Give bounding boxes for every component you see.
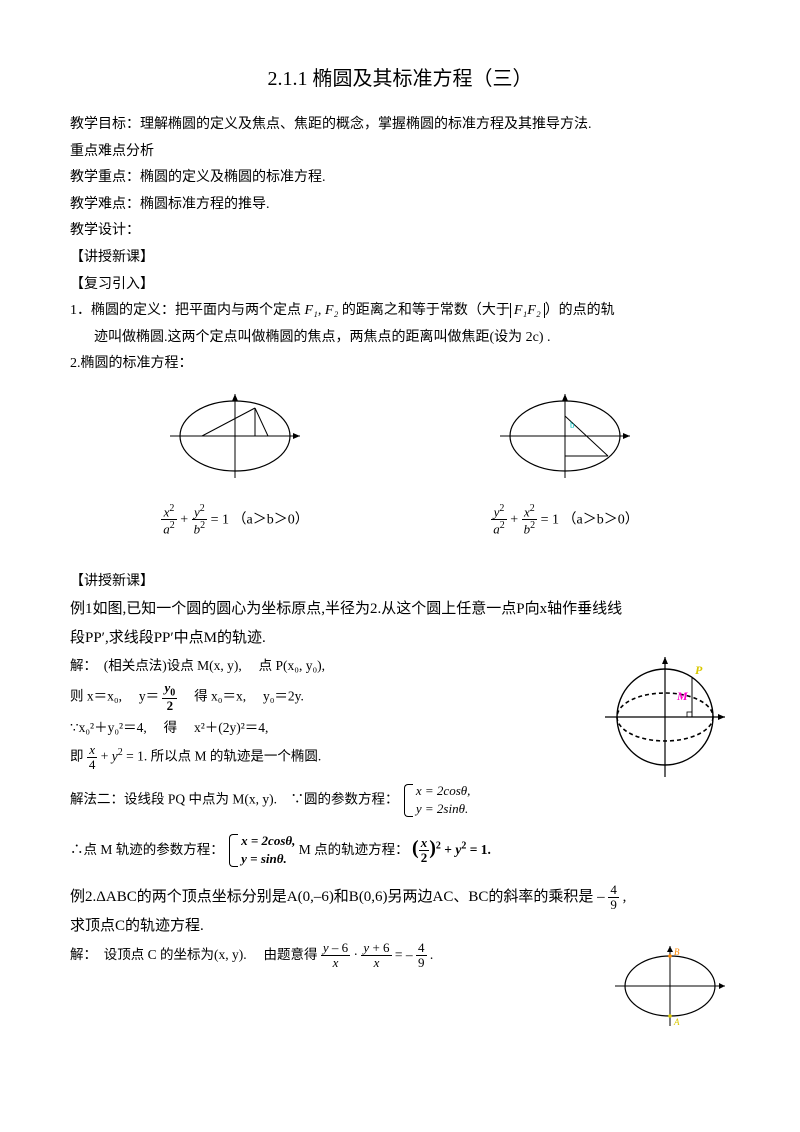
example2-line1: 例2.ΔABC的两个顶点坐标分别是A(0,–6)和B(0,6)另两边AC、BC的… (70, 883, 730, 913)
example1-line2: 段PP′,求线段PP′中点M的轨迹. (70, 624, 730, 653)
def-text-b: 的距离之和等于常数（大于 (338, 303, 510, 318)
equation-1: x2a2 + y2b2 = 1 （a＞b＞0） (161, 503, 309, 537)
objectives: 教学目标：理解椭圆的定义及焦点、焦距的概念，掌握椭圆的标准方程及其推导方法. (70, 112, 730, 139)
traj-eq: (x2)2 + y2 = 1. (412, 842, 491, 857)
sol1-l4a: 即 (70, 748, 84, 763)
brace2-row1: x = 2cosθ, (241, 832, 295, 850)
definition-line1: 1．椭圆的定义：把平面内与两个定点 F₁, F₂ 的距离之和等于常数（大于F₁F… (70, 298, 730, 325)
page-content: 2.1.1 椭圆及其标准方程（三） 教学目标：理解椭圆的定义及焦点、焦距的概念，… (0, 0, 800, 1081)
sol2-l2b: M 点的轨迹方程： (299, 842, 409, 857)
svg-text:P: P (695, 663, 703, 677)
lecture-header-2: 【讲授新课】 (70, 569, 730, 596)
figure-row: b (70, 386, 730, 497)
svg-text:b: b (570, 420, 575, 430)
eq2-suffix: （a＞b＞0） (563, 512, 639, 527)
sol1-l4b: . 所以点 M 的轨迹是一个椭圆. (144, 748, 321, 763)
def-text-c: ）的点的轨 (545, 303, 615, 318)
ellipse-horiz-svg (160, 386, 310, 486)
brace1-row2: y = 2sinθ. (416, 800, 471, 818)
eq1-suffix: （a＞b＞0） (233, 512, 309, 527)
figure-4: B A (610, 941, 730, 1042)
def-abs-ff: F₁F₂ (510, 303, 545, 318)
brace1-row1: x = 2cosθ, (416, 782, 471, 800)
def-f1f2: F₁, F₂ (305, 303, 339, 318)
param-brace-1: x = 2cosθ, y = 2sinθ. (402, 782, 471, 818)
equation-2: y2a2 + x2b2 = 1 （a＞b＞0） (491, 503, 639, 537)
std-eq-header: 2.椭圆的标准方程： (70, 351, 730, 378)
sol1-l2b: 得 x₀＝x, y₀＝2y. (181, 688, 304, 703)
svg-text:A: A (673, 1017, 680, 1027)
svg-text:M: M (676, 689, 688, 703)
svg-text:B: B (674, 947, 680, 957)
page-title: 2.1.1 椭圆及其标准方程（三） (70, 60, 730, 98)
lecture-header: 【讲授新课】 (70, 245, 730, 272)
example2-line2: 求顶点C的轨迹方程. (70, 912, 730, 941)
figure-1 (160, 386, 310, 497)
sol2-l2a: ∴点 M 轨迹的参数方程： (70, 842, 224, 857)
sol1-l2a: 则 x＝x₀, y＝ (70, 688, 162, 703)
ellipse-vert-svg: b (490, 386, 640, 486)
difficult-point: 教学难点：椭圆标准方程的推导. (70, 192, 730, 219)
key-point: 教学重点：椭圆的定义及椭圆的标准方程. (70, 165, 730, 192)
circle-ellipse-svg: P M (600, 652, 730, 782)
analysis-header: 重点难点分析 (70, 139, 730, 166)
sol2-l1a: 解法二：设线段 PQ 中点为 M(x, y). ∵圆的参数方程： (70, 791, 399, 806)
brace2-row2: y = sinθ. (241, 850, 295, 868)
equation-row: x2a2 + y2b2 = 1 （a＞b＞0） y2a2 + x2b2 = 1 … (70, 503, 730, 537)
ex2-text-a: 例2.ΔABC的两个顶点坐标分别是A(0,–6)和B(0,6)另两边AC、BC的… (70, 889, 593, 905)
figure-3: P M (600, 652, 730, 793)
def-text-a: 1．椭圆的定义：把平面内与两个定点 (70, 303, 305, 318)
sol2-l2: ∴点 M 轨迹的参数方程： x = 2cosθ, y = sinθ. M 点的轨… (70, 827, 730, 869)
param-brace-2: x = 2cosθ, y = sinθ. (227, 832, 295, 868)
definition-line2: 迹叫做椭圆.这两个定点叫做椭圆的焦点，两焦点的距离叫做焦距(设为 2c) . (70, 325, 730, 352)
sol3-l1a: 解： 设顶点 C 的坐标为(x, y). 由题意得 (70, 947, 318, 962)
design-header: 教学设计： (70, 218, 730, 245)
small-ellipse-svg: B A (610, 941, 730, 1031)
review-header: 【复习引入】 (70, 272, 730, 299)
example1-line1: 例1如图,已知一个圆的圆心为坐标原点,半径为2.从这个圆上任意一点P向x轴作垂线… (70, 595, 730, 624)
figure-2: b (490, 386, 640, 497)
